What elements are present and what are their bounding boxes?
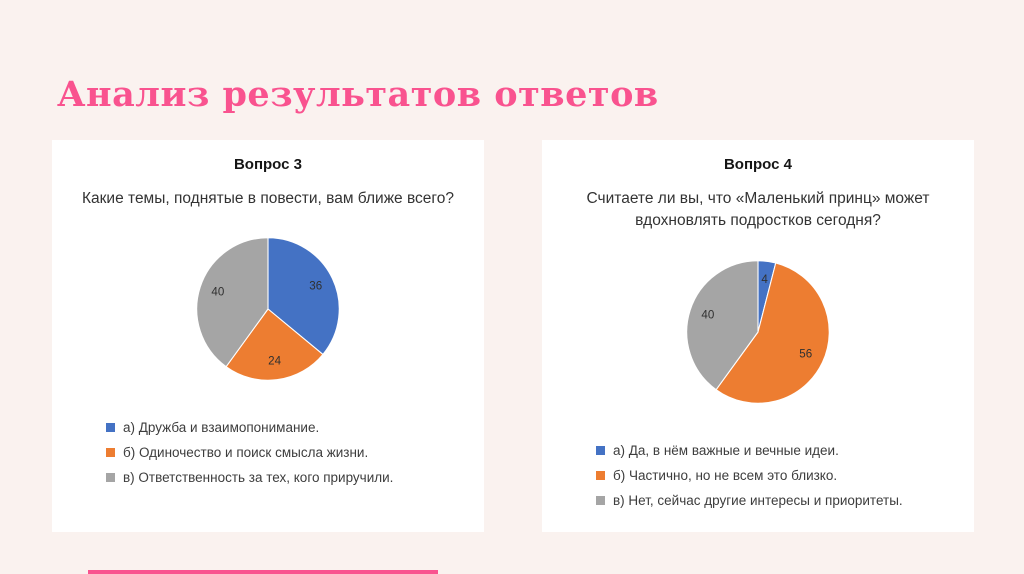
pie-chart-q4: 4 56 40	[671, 245, 845, 419]
svg-text:56: 56	[799, 347, 812, 360]
legend-marker-blue	[596, 445, 605, 455]
legend-marker-orange	[596, 470, 605, 480]
svg-text:40: 40	[211, 286, 224, 299]
legend-label: а) Да, в нём важные и вечные идеи.	[613, 442, 839, 458]
legend-label: б) Одиночество и поиск смысла жизни.	[123, 445, 369, 461]
legend-marker-gray	[596, 495, 605, 505]
legend-item: б) Одиночество и поиск смысла жизни.	[106, 445, 472, 460]
charts-row: Вопрос 3 Какие темы, поднятые в повести,…	[52, 140, 974, 532]
pie-svg: 4 56 40	[686, 260, 830, 404]
svg-text:36: 36	[309, 280, 322, 293]
legend-item: а) Дружба и взаимопонимание.	[106, 420, 472, 435]
pie-chart-q3: 36 24 40	[181, 222, 355, 396]
svg-text:24: 24	[268, 355, 281, 368]
chart-question-q3: Какие темы, поднятые в повести, вам ближ…	[82, 190, 454, 207]
legend-label: а) Дружба и взаимопонимание.	[123, 420, 320, 436]
chart-title-q4: Вопрос 4	[723, 156, 793, 173]
chart-panel-question-3: Вопрос 3 Какие темы, поднятые в повести,…	[52, 140, 484, 532]
chart-question-q4: Считаете ли вы, что «Маленький принц» мо…	[586, 190, 930, 230]
svg-text:40: 40	[701, 309, 714, 322]
chart-title-q3: Вопрос 3	[233, 156, 303, 173]
legend-item: в) Нет, сейчас другие интересы и приорит…	[596, 493, 962, 508]
legend-marker-orange	[106, 448, 115, 458]
legend-label: в) Нет, сейчас другие интересы и приорит…	[613, 492, 903, 508]
legend-item: в) Ответственность за тех, кого приручил…	[106, 470, 472, 485]
legend-label: б) Частично, но не всем это близко.	[613, 467, 838, 483]
legend-marker-blue	[106, 423, 115, 433]
legend-q3: а) Дружба и взаимопонимание. б) Одиночес…	[106, 410, 472, 495]
bottom-accent-line	[88, 570, 438, 574]
legend-marker-gray	[106, 473, 115, 483]
svg-text:4: 4	[761, 273, 768, 286]
legend-item: а) Да, в нём важные и вечные идеи.	[596, 443, 962, 458]
slide-title: Анализ результатов ответов	[57, 74, 659, 115]
pie-svg: 36 24 40	[196, 237, 340, 382]
chart-panel-question-4: Вопрос 4 Считаете ли вы, что «Маленький …	[542, 140, 974, 532]
legend-label: в) Ответственность за тех, кого приручил…	[123, 470, 394, 486]
legend-item: б) Частично, но не всем это близко.	[596, 468, 962, 483]
legend-q4: а) Да, в нём важные и вечные идеи. б) Ча…	[596, 433, 962, 518]
